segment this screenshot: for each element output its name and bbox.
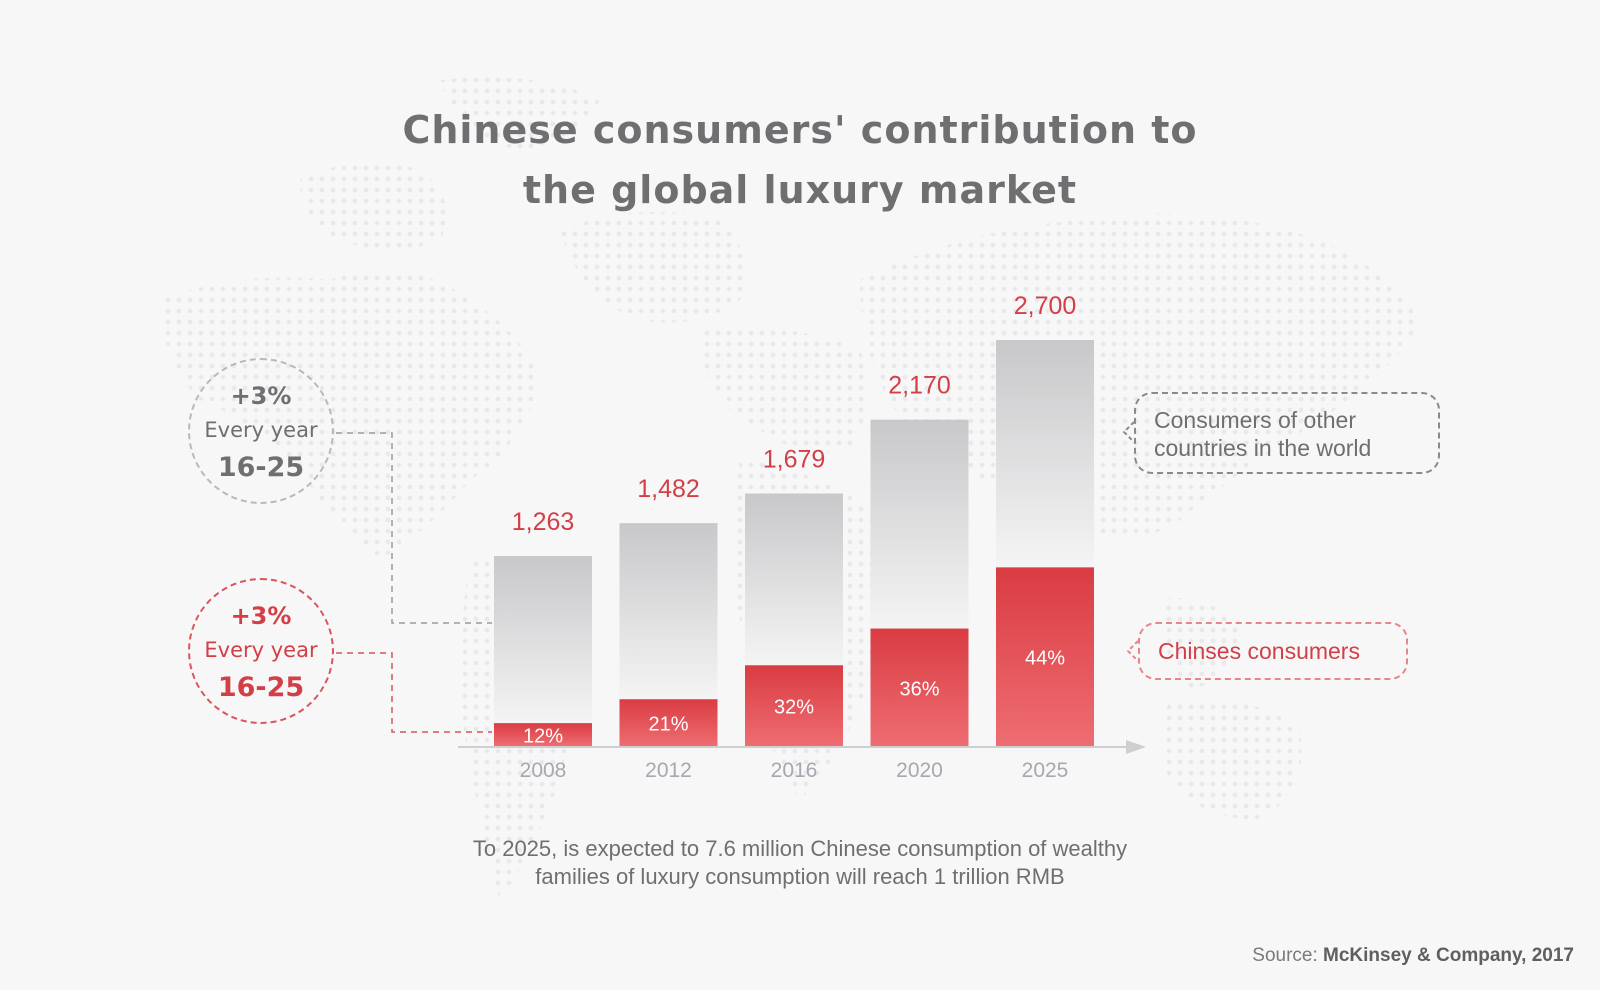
total-value-label: 1,679 <box>763 446 826 474</box>
bar-other-countries <box>870 419 969 629</box>
growth-china-range: 16-25 <box>217 672 305 703</box>
growth-badge-china: +3% Every year 16-25 <box>188 578 334 724</box>
x-axis-arrow-icon <box>1126 740 1146 754</box>
bars-layer: 1,263 12% 2008 1,482 21% 2012 1,679 32% 2016 2,17… <box>494 292 1094 782</box>
china-share-label: 32% <box>774 697 814 719</box>
bar-other-countries <box>996 340 1094 568</box>
bar-chinese-consumers <box>619 699 718 746</box>
legend-callout-other-countries: Consumers of other countries in the worl… <box>1134 392 1440 474</box>
bar-chinese-consumers <box>745 665 843 746</box>
source-label: Source: <box>1252 945 1318 966</box>
growth-total-range: 16-25 <box>217 452 305 483</box>
bar-chinese-consumers <box>494 723 592 746</box>
x-tick-label: 2020 <box>896 759 943 782</box>
bar-chinese-consumers <box>996 567 1094 746</box>
growth-china-every: Every year <box>204 638 318 662</box>
connector-total <box>336 432 492 624</box>
x-tick-label: 2008 <box>520 759 567 782</box>
total-value-label: 2,170 <box>888 372 951 400</box>
caption-line-2: families of luxury consumption will reac… <box>535 864 1065 889</box>
bar-other-countries <box>494 556 592 724</box>
chart-title-line-2: the global luxury market <box>522 168 1078 212</box>
growth-total-pct: +3% <box>230 382 292 410</box>
bar-other-countries <box>745 493 843 666</box>
source-note: Source: McKinsey & Company, 2017 <box>1252 945 1574 967</box>
growth-total-every: Every year <box>204 418 318 442</box>
bar-other-countries <box>619 523 718 700</box>
growth-badge-total: +3% Every year 16-25 <box>188 358 334 504</box>
growth-china-pct: +3% <box>230 602 292 630</box>
china-share-label: 21% <box>648 714 688 736</box>
total-value-label: 1,263 <box>512 508 575 536</box>
callout-other-pointer <box>1122 421 1135 443</box>
china-share-label: 12% <box>523 726 563 748</box>
bar-chinese-consumers <box>870 628 969 746</box>
x-tick-label: 2012 <box>645 759 692 782</box>
chart-title-line-1: Chinese consumers' contribution to <box>402 108 1198 152</box>
total-value-label: 1,482 <box>637 475 700 503</box>
x-tick-label: 2016 <box>771 759 818 782</box>
callout-other-line-2: countries in the world <box>1154 435 1372 461</box>
world-map-background <box>160 77 1420 900</box>
caption-line-1: To 2025, is expected to 7.6 million Chin… <box>472 836 1128 861</box>
total-value-label: 2,700 <box>1014 292 1077 320</box>
x-tick-label: 2025 <box>1022 759 1069 782</box>
legend-callout-chinese-consumers: Chinses consumers <box>1138 622 1408 680</box>
callout-china-pointer <box>1126 640 1139 662</box>
callout-other-line-1: Consumers of other <box>1154 407 1356 433</box>
connector-china <box>336 652 492 733</box>
china-share-label: 36% <box>899 678 939 700</box>
source-name: McKinsey & Company, 2017 <box>1323 945 1574 966</box>
china-share-label: 44% <box>1025 648 1065 670</box>
